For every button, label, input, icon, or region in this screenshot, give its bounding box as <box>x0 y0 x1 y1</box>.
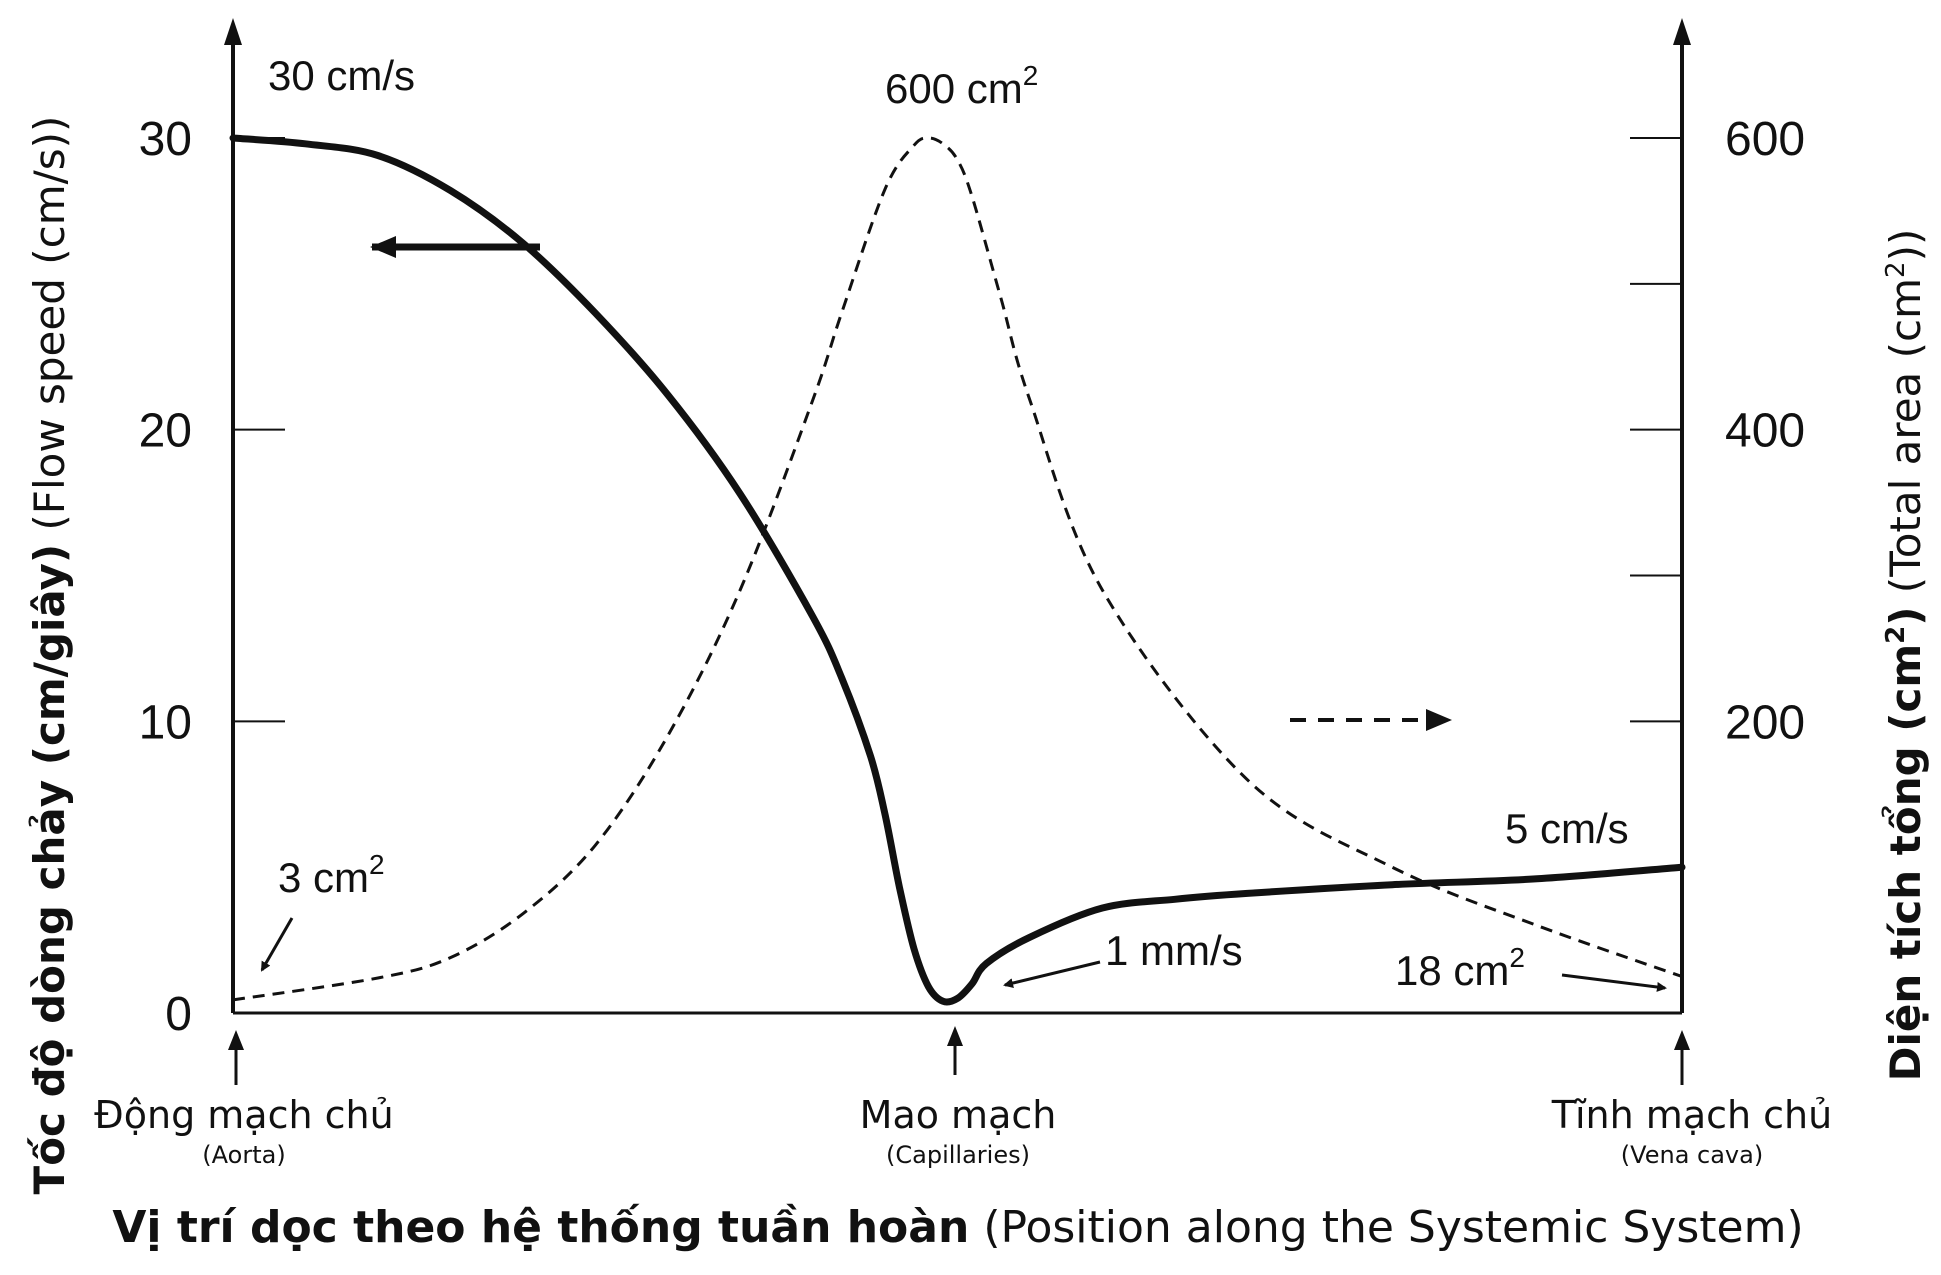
x-category-capillaries: Mao mạch <box>860 1093 1057 1137</box>
right-tick-label: 200 <box>1725 696 1805 749</box>
left-y-axis-arrowhead <box>224 18 242 45</box>
aorta-position-marker <box>228 1030 244 1085</box>
right-y-ticks: 200 400 600 <box>1630 113 1805 749</box>
right-y-axis-label: Diện tích tổng (cm2) (Total area (cm2)) <box>1880 229 1930 1082</box>
right-tick-label: 600 <box>1725 113 1805 166</box>
aorta-area-annotation: 3 cm2 <box>278 849 385 901</box>
x-category-aorta-en: (Aorta) <box>202 1141 285 1169</box>
x-axis-label: Vị trí dọc theo hệ thống tuần hoàn (Posi… <box>112 1202 1803 1253</box>
capillaries-position-marker <box>947 1026 963 1075</box>
left-tick-label: 30 <box>139 113 192 166</box>
x-category-aorta: Động mạch chủ <box>94 1093 393 1137</box>
x-category-vena-cava: Tĩnh mạch chủ <box>1551 1093 1832 1137</box>
capillary-speed-pointer <box>1003 960 1101 988</box>
left-tick-label: 20 <box>139 405 192 458</box>
left-tick-label: 10 <box>139 696 192 749</box>
vena-area-pointer <box>1561 973 1667 992</box>
right-tick-label: 400 <box>1725 405 1805 458</box>
vena-area-annotation: 18 cm2 <box>1395 942 1525 994</box>
right-y-axis-arrowhead <box>1673 18 1691 45</box>
capillary-area-annotation: 600 cm2 <box>885 60 1038 112</box>
flow-speed-solid-line <box>229 134 1686 1006</box>
x-category-capillaries-en: (Capillaries) <box>886 1141 1030 1169</box>
left-y-ticks: 0 10 20 30 <box>139 113 285 1041</box>
aorta-speed-annotation: 30 cm/s <box>268 52 415 99</box>
aorta-area-pointer <box>260 917 294 972</box>
x-category-vena-cava-en: (Vena cava) <box>1621 1141 1763 1169</box>
total-area-dashed-line <box>232 136 1683 1002</box>
vena-speed-annotation: 5 cm/s <box>1505 805 1629 852</box>
left-tick-label: 0 <box>165 988 192 1041</box>
capillary-speed-annotation: 1 mm/s <box>1105 927 1243 974</box>
vena-cava-position-marker <box>1674 1030 1690 1085</box>
left-y-axis-label: Tốc độ dòng chảy (cm/giây) (Flow speed (… <box>25 116 74 1195</box>
